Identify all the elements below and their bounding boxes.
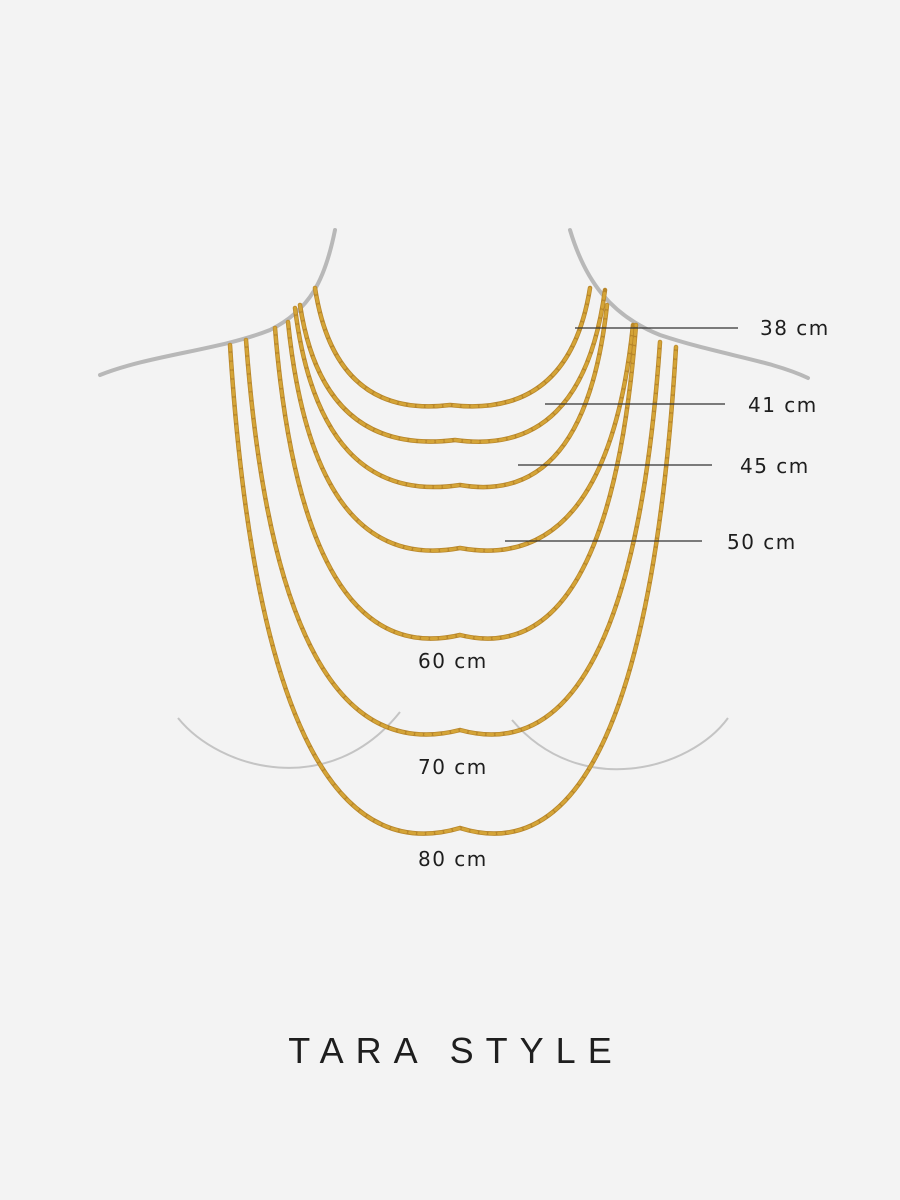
chains <box>227 285 679 836</box>
chain-45cm <box>293 303 609 489</box>
length-label-45: 45 cm <box>740 454 810 478</box>
neck-left <box>98 228 337 377</box>
chain-45cm <box>292 302 610 490</box>
chest-left <box>177 711 401 769</box>
chain-60cm <box>273 323 638 641</box>
length-label-60: 60 cm <box>418 649 488 673</box>
leader-lines <box>505 327 738 542</box>
chest-outline <box>177 711 729 771</box>
chest-right <box>511 717 729 771</box>
length-label-41: 41 cm <box>748 393 818 417</box>
chain-50cm <box>286 320 635 553</box>
chain-41cm <box>298 288 607 444</box>
length-label-70: 70 cm <box>418 755 488 779</box>
chain-38cm <box>312 285 593 409</box>
length-label-80: 80 cm <box>418 847 488 871</box>
chain-70cm <box>244 338 662 736</box>
length-label-50: 50 cm <box>727 530 797 554</box>
length-label-38: 38 cm <box>760 316 830 340</box>
body-outline <box>98 228 810 380</box>
chain-38cm <box>313 286 592 408</box>
neck-right <box>568 228 810 380</box>
chain-80cm <box>228 343 678 835</box>
brand-title: TARA STYLE <box>288 1030 624 1071</box>
